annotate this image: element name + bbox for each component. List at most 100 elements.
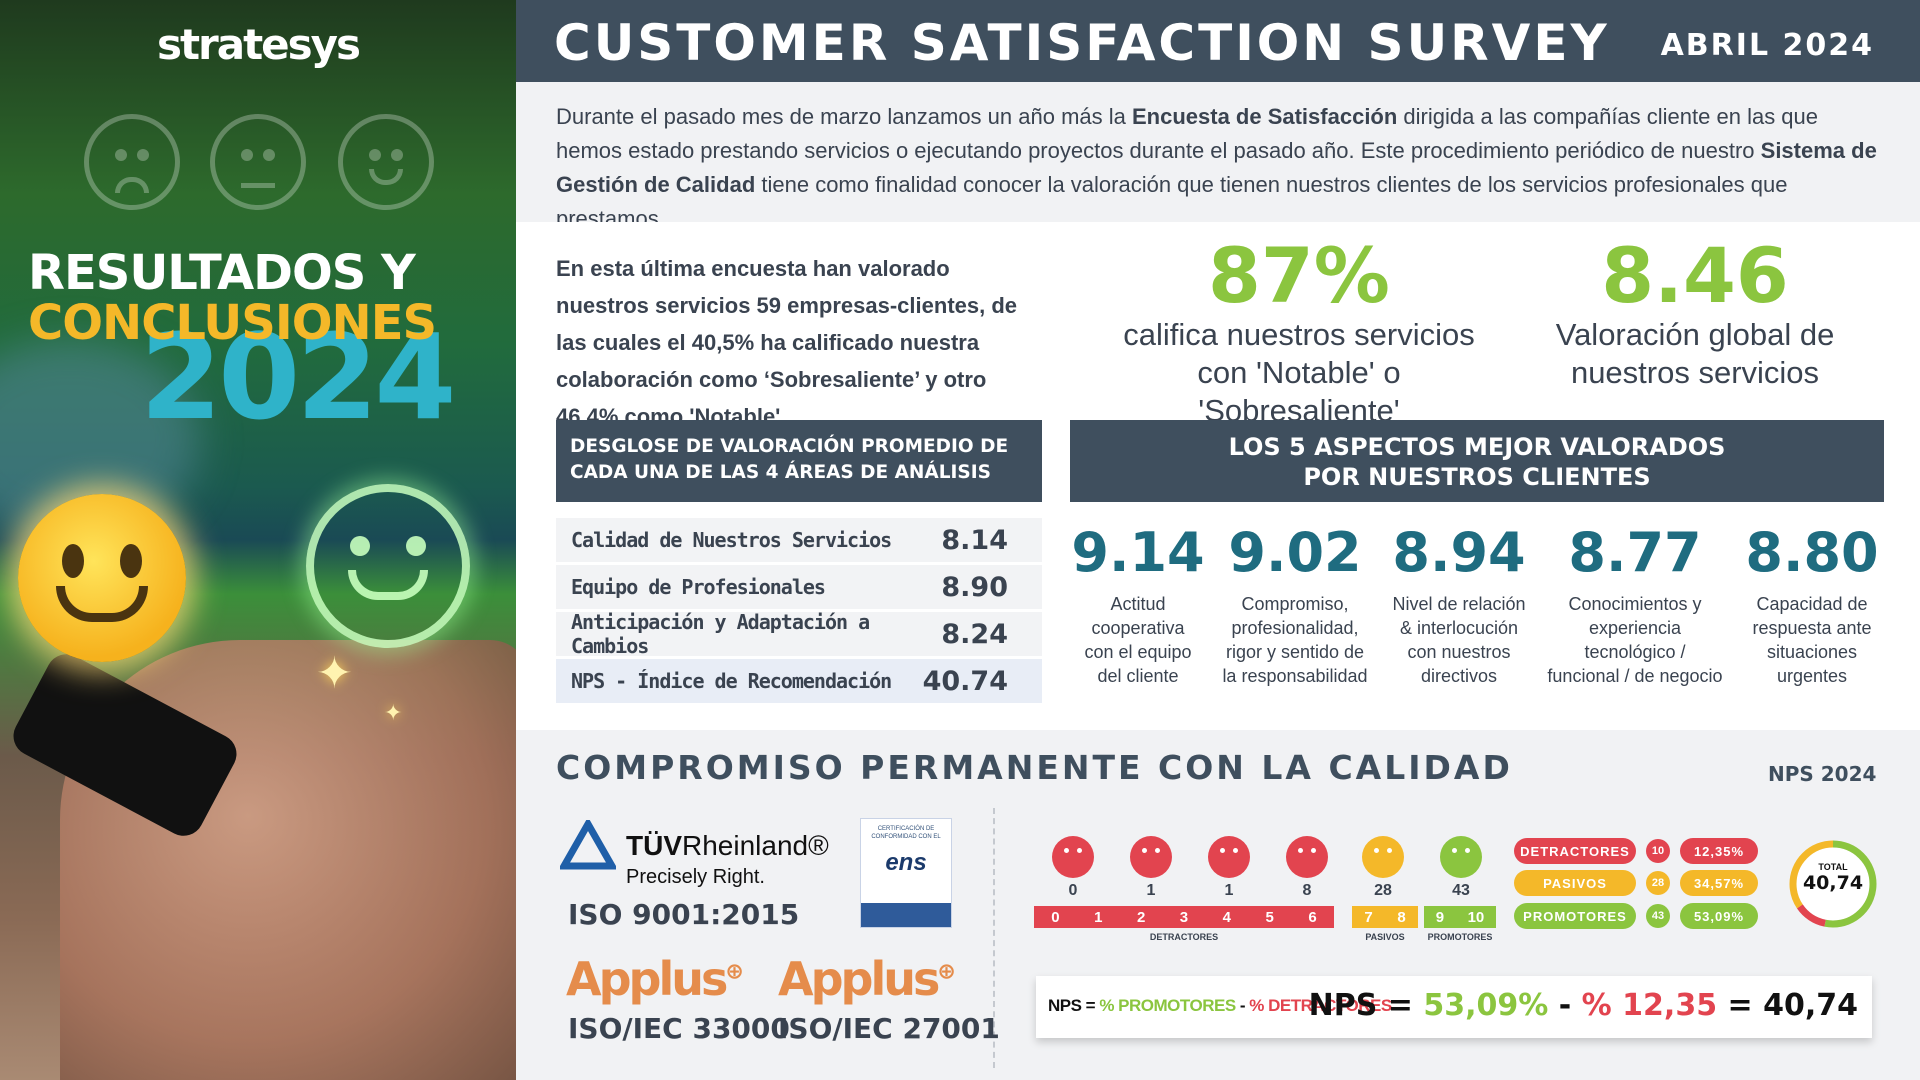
nps-title: NPS 2024 bbox=[1768, 762, 1877, 786]
sad-face-icon bbox=[1052, 836, 1094, 878]
top5-heading-line1: LOS 5 ASPECTOS MEJOR VALORADOS bbox=[1228, 433, 1726, 461]
iso-33000: ISO/IEC 33000 bbox=[568, 1012, 790, 1045]
count-detractors: 10 bbox=[1646, 839, 1670, 863]
page-title: CUSTOMER SATISFACTION SURVEY bbox=[554, 14, 1610, 72]
row-name: Equipo de Profesionales bbox=[571, 575, 826, 599]
ens-caption: CERTIFICACIÓN DE CONFORMIDAD CON EL bbox=[871, 826, 941, 840]
aspect-score: 9.14 bbox=[1071, 521, 1205, 584]
kpi-value: 87% bbox=[1208, 231, 1390, 320]
aspect-label: Conocimientos y experiencia tecnológico / f… bbox=[1547, 594, 1723, 686]
face-count: 1 bbox=[1146, 882, 1156, 899]
row-name: NPS - Índice de Recomendación bbox=[571, 669, 892, 693]
table-row: Equipo de Profesionales 8.90 bbox=[556, 565, 1042, 609]
table-row: NPS - Índice de Recomendación 40.74 bbox=[556, 659, 1042, 703]
ens-footer bbox=[861, 903, 951, 927]
tuv-name: TÜVRheinland® bbox=[626, 830, 829, 861]
count-passives: 28 bbox=[1646, 871, 1670, 895]
pill-detractors: DETRACTORES bbox=[1514, 838, 1636, 864]
donut-segment-pasivos bbox=[1789, 840, 1877, 928]
hero-title: RESULTADOS Y CONCLUSIONES bbox=[28, 245, 437, 348]
kpi-satisfaction: 87% califica nuestros servicios con 'Not… bbox=[1094, 236, 1504, 430]
pct-promoters: 53,09% bbox=[1680, 903, 1758, 929]
donut-total-value: 40,74 bbox=[1802, 872, 1864, 894]
pct-passives: 34,57% bbox=[1680, 870, 1758, 896]
row-score: 8.14 bbox=[941, 524, 1008, 556]
face-count: 8 bbox=[1302, 882, 1312, 899]
pill-promoters: PROMOTORES bbox=[1514, 903, 1636, 929]
intro-text-1: Durante el pasado mes de marzo lanzamos … bbox=[556, 104, 1132, 129]
intro-paragraph: Durante el pasado mes de marzo lanzamos … bbox=[556, 100, 1882, 236]
label-passives: PASIVOS bbox=[1365, 932, 1405, 942]
aspect-item: 9.02 Compromiso, profesionalidad, rigor y … bbox=[1212, 522, 1378, 688]
sparkle-icon: ✦ bbox=[316, 649, 353, 698]
row-score: 40.74 bbox=[922, 665, 1008, 697]
face-count: 0 bbox=[1068, 882, 1078, 899]
row-name: Anticipación y Adaptación a Cambios bbox=[571, 610, 870, 658]
aspect-score: 9.02 bbox=[1228, 521, 1362, 584]
aspect-item: 8.77 Conocimientos y experiencia tecnológi… bbox=[1540, 522, 1730, 688]
nps-formula: NPS = % PROMOTORES - % DETRACTORES NPS =… bbox=[1036, 976, 1872, 1038]
face-count: 43 bbox=[1452, 882, 1470, 899]
aspect-item: 8.94 Nivel de relación & interlocución con… bbox=[1384, 522, 1534, 688]
intro-bold-1: Encuesta de Satisfacción bbox=[1131, 104, 1398, 129]
intro-bold-2: Sistema de Gestión de Calidad bbox=[556, 138, 1877, 197]
intro-text-3: tiene como finalidad conocer la valoraci… bbox=[556, 172, 1788, 231]
tuv-triangle-icon bbox=[557, 816, 619, 870]
kpi-value: 8.46 bbox=[1601, 231, 1789, 320]
pct-detractors: 12,35% bbox=[1680, 838, 1758, 864]
scale-promoters: 9 10 bbox=[1424, 906, 1496, 928]
aspect-label: Compromiso, profesionalidad, rigor y senti… bbox=[1222, 594, 1368, 686]
label-promoters: PROMOTORES bbox=[1427, 932, 1493, 942]
aspect-item: 8.80 Capacidad de respuesta ante situacion… bbox=[1740, 522, 1884, 688]
neutral-face-icon bbox=[1362, 836, 1404, 878]
hero-panel: stratesys 2024 RESULTADOS Y CONCLUSIONES… bbox=[0, 0, 516, 1080]
face-count: 1 bbox=[1224, 882, 1234, 899]
ens-badge: CERTIFICACIÓN DE CONFORMIDAD CON EL ens bbox=[860, 818, 952, 928]
tuv-tagline: Precisely Right. bbox=[626, 866, 765, 888]
row-name: Calidad de Nuestros Servicios bbox=[571, 528, 892, 552]
sad-face-icon bbox=[1130, 836, 1172, 878]
summary-text: En esta última encuesta han valorado nue… bbox=[556, 256, 1018, 429]
aspect-score: 8.94 bbox=[1392, 521, 1526, 584]
divider bbox=[993, 808, 995, 1068]
applus-logo-1: Applus⊕ bbox=[566, 952, 744, 1006]
face-count: 28 bbox=[1374, 882, 1392, 899]
nps-donut-chart bbox=[1789, 840, 1877, 928]
stratesys-logo: stratesys bbox=[156, 20, 361, 69]
page-date: ABRIL 2024 bbox=[1660, 28, 1874, 63]
sparkle-small-icon: ✦ bbox=[384, 700, 403, 725]
table-row: Anticipación y Adaptación a Cambios 8.24 bbox=[556, 610, 1042, 658]
intro-text-2: dirigida a las compañías cliente en las … bbox=[556, 104, 1819, 163]
aspect-label: Capacidad de respuesta ante situaciones urg… bbox=[1752, 594, 1872, 686]
donut-total-label: TOTAL bbox=[1818, 862, 1848, 872]
neutral-face-icon bbox=[210, 114, 306, 210]
count-promoters: 43 bbox=[1646, 904, 1670, 928]
row-score: 8.24 bbox=[941, 618, 1008, 650]
row-score: 8.90 bbox=[941, 571, 1008, 603]
aspect-score: 8.80 bbox=[1745, 521, 1879, 584]
aspect-item: 9.14 Actitud cooperativa con el equipo del … bbox=[1070, 522, 1206, 688]
happy-face-icon bbox=[1440, 836, 1482, 878]
aspect-score: 8.77 bbox=[1568, 521, 1702, 584]
iso-27001: ISO/IEC 27001 bbox=[778, 1012, 1000, 1045]
table-row: Calidad de Nuestros Servicios 8.14 bbox=[556, 518, 1042, 562]
top5-heading: LOS 5 ASPECTOS MEJOR VALORADOS POR NUEST… bbox=[1070, 420, 1884, 502]
sad-face-icon bbox=[1208, 836, 1250, 878]
header-bar: CUSTOMER SATISFACTION SURVEY ABRIL 2024 bbox=[516, 0, 1920, 82]
breakdown-heading: DESGLOSE DE VALORACIÓN PROMEDIO DE CADA … bbox=[556, 420, 1042, 502]
formula-definition: NPS = % PROMOTORES - % DETRACTORES bbox=[1048, 996, 1392, 1015]
kpi-label: Valoración global de nuestros servicios bbox=[1555, 317, 1835, 390]
hero-title-line1: RESULTADOS Y bbox=[28, 245, 416, 301]
tuv-logo: TÜVRheinland® Precisely Right. bbox=[557, 816, 829, 888]
iso-9001: ISO 9001:2015 bbox=[568, 898, 800, 931]
hero-year: 2024 bbox=[140, 308, 456, 446]
aspect-label: Nivel de relación & interlocución con nues… bbox=[1392, 594, 1526, 686]
sad-face-icon bbox=[84, 114, 180, 210]
happy-face-icon bbox=[338, 114, 434, 210]
breakdown-table: Calidad de Nuestros Servicios 8.14 Equipo… bbox=[556, 518, 1042, 706]
pill-passives: PASIVOS bbox=[1514, 870, 1636, 896]
ens-word: ens bbox=[885, 849, 927, 876]
quality-title: COMPROMISO PERMANENTE CON LA CALIDAD bbox=[556, 748, 1513, 787]
